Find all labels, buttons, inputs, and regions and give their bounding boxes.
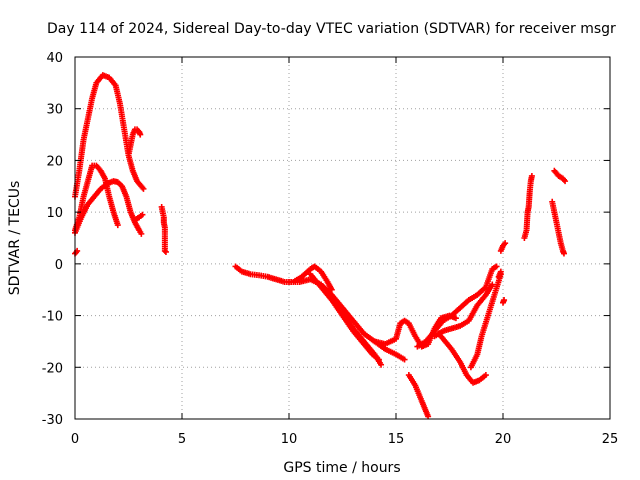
series-arc-d	[125, 126, 144, 159]
data-point	[425, 413, 432, 420]
data-point	[493, 263, 500, 270]
data-point	[528, 172, 535, 179]
data-point	[140, 185, 147, 192]
data-point	[378, 361, 385, 368]
data-point	[138, 230, 145, 237]
series-arc-c	[72, 162, 121, 234]
y-tick-label: 40	[46, 51, 63, 66]
series-arc-e	[72, 247, 81, 257]
y-tick-label: -30	[42, 413, 63, 428]
x-tick-label: 20	[495, 432, 512, 447]
series-arc-f	[158, 203, 169, 255]
series-arc-t	[495, 268, 504, 280]
series-arc-h	[232, 263, 335, 293]
data-point	[501, 297, 508, 304]
series-arc-p	[467, 271, 504, 371]
series-arc-v	[551, 167, 569, 185]
axis-ticks: 0 5 10 15 20 25 -30 -20 -10 0 10 20 30 40	[42, 51, 619, 447]
data-point	[560, 250, 567, 257]
series-arc-r	[500, 297, 508, 306]
y-tick-label: -20	[42, 361, 63, 376]
y-tick-label: -10	[42, 310, 63, 325]
plot-frame	[74, 56, 611, 420]
y-tick-label: 30	[46, 103, 63, 118]
series-arc-q	[405, 372, 432, 420]
y-axis-label: SDTVAR / TECUs	[7, 181, 23, 296]
y-tick-label: 10	[46, 206, 63, 221]
series-arc-w	[549, 198, 567, 257]
series-arc-s	[497, 240, 509, 254]
data-point	[139, 211, 146, 218]
grid	[75, 57, 610, 419]
x-tick-label: 5	[178, 432, 186, 447]
x-tick-label: 15	[388, 432, 405, 447]
data-point	[162, 248, 169, 255]
series-arc-u	[521, 172, 535, 241]
data-point	[562, 178, 569, 185]
y-tick-label: 20	[46, 154, 63, 169]
data-point	[489, 281, 496, 288]
x-tick-label: 10	[281, 432, 298, 447]
series-arc-o	[435, 330, 489, 386]
data-point	[497, 268, 504, 275]
data-point	[452, 315, 459, 322]
chart-title: Day 114 of 2024, Sidereal Day-to-day VTE…	[47, 21, 616, 37]
data-point	[482, 372, 489, 379]
series-arc-g	[131, 211, 146, 223]
y-tick-label: 0	[55, 258, 63, 273]
data-point	[401, 356, 408, 363]
series-arc-m	[414, 263, 500, 350]
x-tick-label: 0	[71, 432, 79, 447]
data-point	[114, 222, 121, 229]
data-point	[502, 240, 509, 247]
series-arc-k	[339, 309, 385, 368]
data-marks	[72, 72, 569, 420]
data-point	[161, 247, 168, 254]
x-tick-label: 25	[602, 432, 619, 447]
data-point	[137, 131, 144, 138]
x-axis-label: GPS time / hours	[283, 460, 400, 476]
